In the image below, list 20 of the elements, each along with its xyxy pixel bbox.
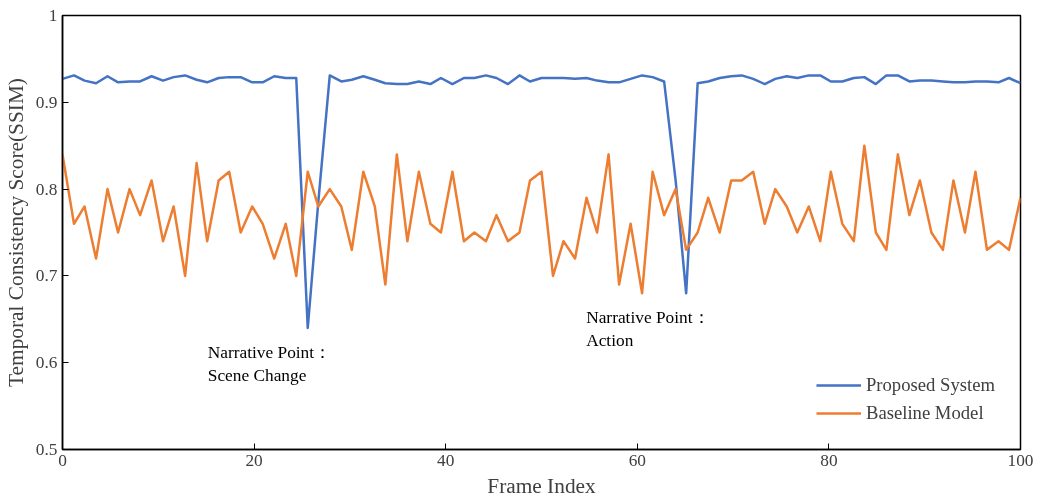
x-tick-label: 40 [437,450,455,470]
annotation: Narrative Point： Action [586,308,710,351]
y-tick-label: 0.9 [35,92,58,112]
x-tick-label: 80 [820,450,838,470]
y-tick-label: 0.5 [35,440,58,459]
x-tick-label: 60 [628,450,646,470]
line-series [62,144,1021,295]
y-tick-label: 0.8 [35,179,58,199]
x-tick-label: 0 [58,450,67,470]
x-tick-label: 20 [245,450,263,470]
x-tick-label: 100 [1007,450,1034,470]
x-axis-title: Frame Index [487,473,597,498]
y-tick-label: 1 [48,6,58,25]
y-tick-label: 0.7 [35,266,58,286]
legend-label: Proposed System [865,374,995,396]
legend-label: Baseline Model [865,402,984,424]
y-tick-label: 0.6 [35,353,58,373]
annotation: Narrative Point： Scene Change [207,342,332,385]
line-series [62,74,1021,330]
y-axis-title: Temporal Consistency Score(SSIM) [3,78,28,387]
